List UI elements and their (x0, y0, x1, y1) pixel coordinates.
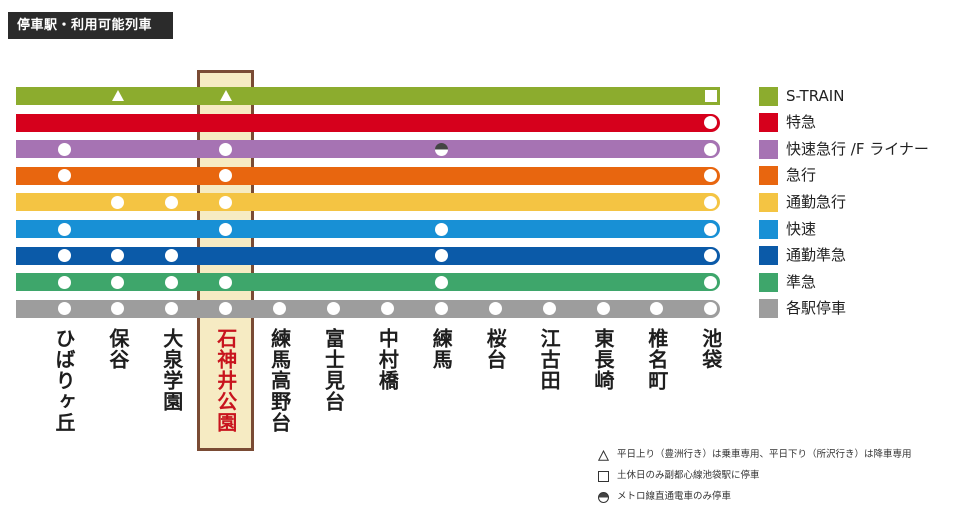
train-route-bar (16, 193, 720, 212)
stop-circle-icon (219, 169, 233, 183)
station-label: 練馬 (429, 328, 454, 370)
station-label: 保谷 (105, 328, 130, 370)
legend-swatch (759, 299, 778, 319)
stop-circle-icon (57, 302, 71, 316)
stop-circle-icon (111, 195, 125, 209)
note-text: 平日上り（豊洲行き）は乗車専用、平日下り（所沢行き）は降車専用 (617, 449, 912, 460)
stop-circle-icon (704, 249, 718, 263)
legend-label: 通勤準急 (786, 246, 847, 265)
train-route-bar (16, 273, 720, 292)
legend-swatch (759, 139, 778, 159)
station-label: 江古田 (537, 328, 562, 391)
stop-circle-icon (57, 142, 71, 156)
stop-circle-icon (57, 169, 71, 183)
station-label: 桜台 (483, 328, 508, 370)
stop-circle-icon (488, 302, 502, 316)
legend-swatch (759, 113, 778, 133)
station-label-highlighted: 石神井公園 (213, 328, 238, 433)
stop-square-icon (704, 90, 717, 102)
legend-label: S-TRAIN (786, 86, 845, 105)
triangle-outline-icon (598, 449, 609, 461)
legend-swatch (759, 246, 778, 266)
stop-circle-icon (219, 275, 233, 289)
train-route-bar (16, 220, 720, 238)
train-route-bar (16, 87, 720, 105)
train-route-bar (16, 113, 720, 132)
legend-label: 快速急行 /F ライナー (786, 139, 929, 158)
stop-circle-icon (57, 222, 71, 236)
train-route-bar (16, 246, 720, 265)
stop-circle-icon (704, 302, 718, 316)
station-label: 池袋 (698, 328, 723, 370)
stop-circle-icon (165, 275, 179, 289)
stop-circle-icon (704, 222, 718, 236)
half-circle-icon (598, 491, 609, 503)
stop-circle-icon (219, 195, 233, 209)
legend-swatch (759, 192, 778, 212)
stop-circle-icon (111, 249, 125, 263)
stop-circle-icon (165, 302, 179, 316)
station-label: 練馬高野台 (267, 328, 292, 433)
legend-swatch (759, 166, 778, 186)
stop-circle-icon (704, 116, 718, 130)
stop-circle-icon (165, 195, 179, 209)
stop-circle-icon (434, 302, 448, 316)
stop-circle-icon (704, 195, 718, 209)
stop-circle-icon (273, 302, 287, 316)
station-label: 富士見台 (321, 328, 346, 412)
legend-label: 快速 (786, 219, 817, 238)
stop-circle-icon (219, 222, 233, 236)
stop-triangle-icon (219, 90, 232, 101)
stop-circle-icon (434, 275, 448, 289)
stop-circle-icon (57, 249, 71, 263)
note-row: 土休日のみ副都心線池袋駅に停車 (598, 469, 760, 483)
legend-label: 通勤急行 (786, 192, 847, 211)
stop-circle-icon (57, 275, 71, 289)
stop-circle-icon (704, 275, 718, 289)
train-route-bar (16, 299, 720, 318)
stop-circle-icon (165, 249, 179, 263)
section-title: 停車駅・利用可能列車 (8, 12, 173, 39)
note-text: メトロ線直通電車のみ停車 (617, 491, 732, 502)
stop-circle-icon (219, 302, 233, 316)
stop-circle-icon (434, 222, 448, 236)
train-route-bar (16, 140, 720, 159)
train-route-bar (16, 166, 720, 185)
note-row: メトロ線直通電車のみ停車 (598, 490, 731, 504)
stop-circle-icon (542, 302, 556, 316)
stop-circle-icon (327, 302, 340, 316)
stop-circle-icon (219, 142, 233, 156)
stop-circle-icon (704, 142, 718, 156)
legend-swatch (759, 272, 778, 292)
stop-circle-icon (380, 302, 394, 316)
stop-circle-icon (111, 302, 125, 316)
stop-circle-icon (596, 302, 610, 316)
stop-circle-icon (111, 275, 125, 289)
legend-swatch (759, 86, 778, 106)
stop-circle-icon (704, 169, 718, 183)
legend-label: 準急 (786, 272, 817, 291)
legend-swatch (759, 219, 778, 239)
stop-triangle-icon (111, 90, 124, 101)
stop-half-circle-icon (434, 142, 448, 156)
station-label: 東長崎 (591, 328, 615, 391)
stop-circle-icon (650, 302, 664, 316)
legend-label: 各駅停車 (786, 299, 847, 318)
note-text: 土休日のみ副都心線池袋駅に停車 (617, 470, 760, 481)
note-row: 平日上り（豊洲行き）は乗車専用、平日下り（所沢行き）は降車専用 (598, 448, 912, 462)
legend-label: 急行 (786, 166, 817, 185)
station-label: 大泉学園 (159, 328, 184, 412)
stop-circle-icon (434, 249, 448, 263)
station-label: 中村橋 (375, 328, 400, 391)
square-outline-icon (598, 470, 609, 482)
station-label: ひばりヶ丘 (52, 328, 76, 433)
legend-label: 特急 (786, 113, 817, 132)
station-label: 椎名町 (644, 328, 669, 391)
